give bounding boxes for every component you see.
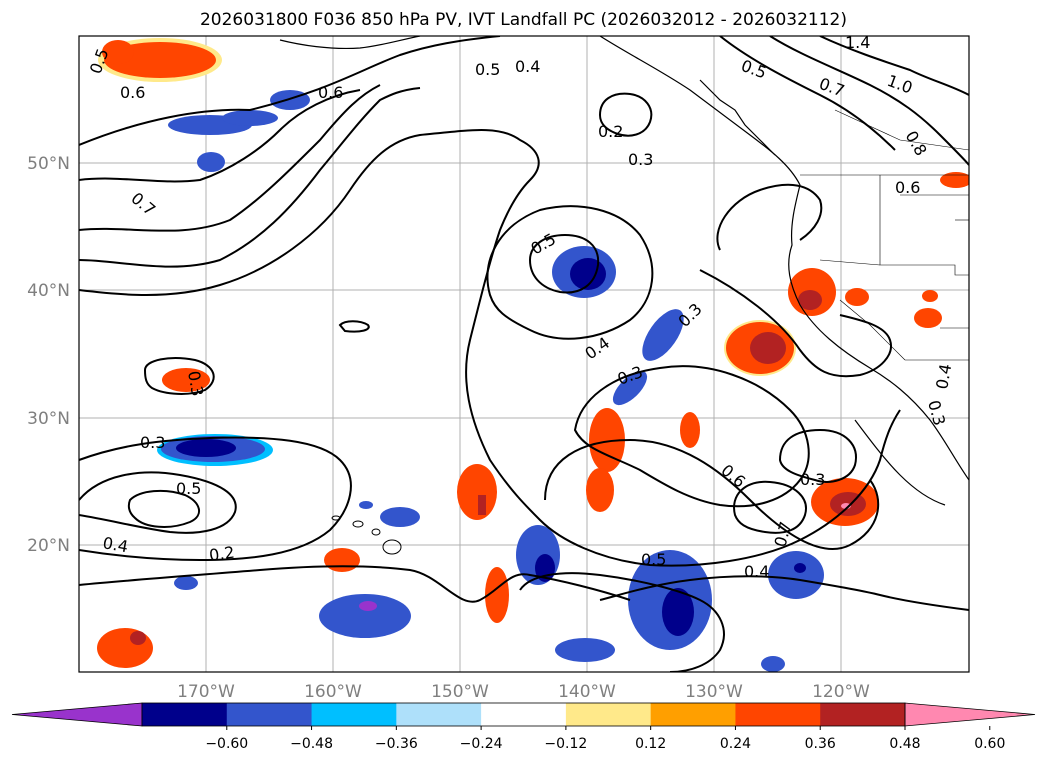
contour-label: 0.3 bbox=[140, 433, 165, 452]
colorbar-tick-label: −0.48 bbox=[290, 736, 333, 752]
coastlines bbox=[279, 36, 969, 506]
colorbar-tick-label: 0.12 bbox=[635, 736, 666, 752]
colorbar-tick-label: 0.48 bbox=[889, 736, 920, 752]
lon-label-160w: 160°W bbox=[304, 682, 362, 702]
lon-label-170w: 170°W bbox=[177, 682, 235, 702]
colorbar-segment bbox=[650, 703, 736, 726]
lat-label-40n: 40°N bbox=[27, 281, 70, 301]
colorbar-segment bbox=[226, 703, 313, 726]
colorbar-extend-min bbox=[11, 702, 143, 727]
contour-label: 0.6 bbox=[895, 178, 920, 197]
pv-contours bbox=[79, 36, 969, 672]
colorbar-segment bbox=[142, 703, 228, 726]
contour-label: 0.5 bbox=[176, 479, 201, 498]
filled-anomalies bbox=[97, 38, 969, 672]
map-frame bbox=[78, 35, 970, 673]
contour-label: 0.3 bbox=[184, 369, 207, 397]
contour-label: 0.4 bbox=[101, 533, 129, 556]
lat-label-30n: 30°N bbox=[27, 409, 70, 429]
lon-label-150w: 150°W bbox=[431, 682, 489, 702]
borders bbox=[800, 109, 969, 361]
map-title: 2026031800 F036 850 hPa PV, IVT Landfall… bbox=[199, 10, 847, 30]
colorbar-tick-label: −0.12 bbox=[544, 736, 587, 752]
colorbar-segment bbox=[565, 703, 652, 726]
contour-label: 0.5 bbox=[475, 60, 500, 79]
colorbar-segment bbox=[481, 703, 567, 726]
lat-label-20n: 20°N bbox=[27, 536, 70, 556]
colorbar: −0.60 −0.48 −0.36 −0.24 −0.12 0.12 0.24 0.36 0.4… bbox=[11, 702, 1036, 752]
contour-label: 0.5 bbox=[641, 550, 666, 569]
contour-label: 1.4 bbox=[845, 33, 870, 52]
colorbar-tick-label: 0.36 bbox=[805, 736, 836, 752]
colorbar-tick-label: −0.24 bbox=[460, 736, 503, 752]
contour-label: 0.4 bbox=[932, 362, 955, 390]
colorbar-extend-max bbox=[904, 702, 1036, 727]
contour-label: 0.6 bbox=[318, 83, 343, 102]
colorbar-tick-label: −0.36 bbox=[375, 736, 418, 752]
contour-label: 0.2 bbox=[598, 122, 623, 141]
contour-label: 0.4 bbox=[515, 57, 540, 76]
colorbar-segment bbox=[820, 703, 906, 726]
contour-label: 0.2 bbox=[208, 543, 236, 565]
colorbar-segment bbox=[735, 703, 821, 726]
latitude-labels: 50°N 40°N 30°N 20°N bbox=[27, 154, 70, 556]
colorbar-tick-label: −0.60 bbox=[205, 736, 248, 752]
contour-label: 0.6 bbox=[120, 83, 145, 102]
colorbar-segment bbox=[396, 703, 482, 726]
contour-label: 0.4 bbox=[744, 562, 769, 581]
colorbar-tick-label: 0.60 bbox=[974, 736, 1005, 752]
colorbar-tick-label: 0.24 bbox=[720, 736, 751, 752]
colorbar-segment bbox=[311, 703, 397, 726]
map-content bbox=[79, 36, 969, 672]
lon-label-130w: 130°W bbox=[685, 682, 743, 702]
contour-label: 0.3 bbox=[800, 470, 825, 489]
hawaii bbox=[331, 515, 402, 555]
lon-label-120w: 120°W bbox=[812, 682, 870, 702]
negative-anomaly bbox=[157, 90, 824, 672]
lat-label-50n: 50°N bbox=[27, 154, 70, 174]
positive-anomaly bbox=[97, 38, 969, 668]
gridlines bbox=[79, 36, 969, 672]
colorbar-frame bbox=[141, 702, 906, 727]
contour-label: 0.3 bbox=[628, 150, 653, 169]
lon-label-140w: 140°W bbox=[558, 682, 616, 702]
longitude-labels: 170°W 160°W 150°W 140°W 130°W 120°W bbox=[177, 682, 870, 702]
